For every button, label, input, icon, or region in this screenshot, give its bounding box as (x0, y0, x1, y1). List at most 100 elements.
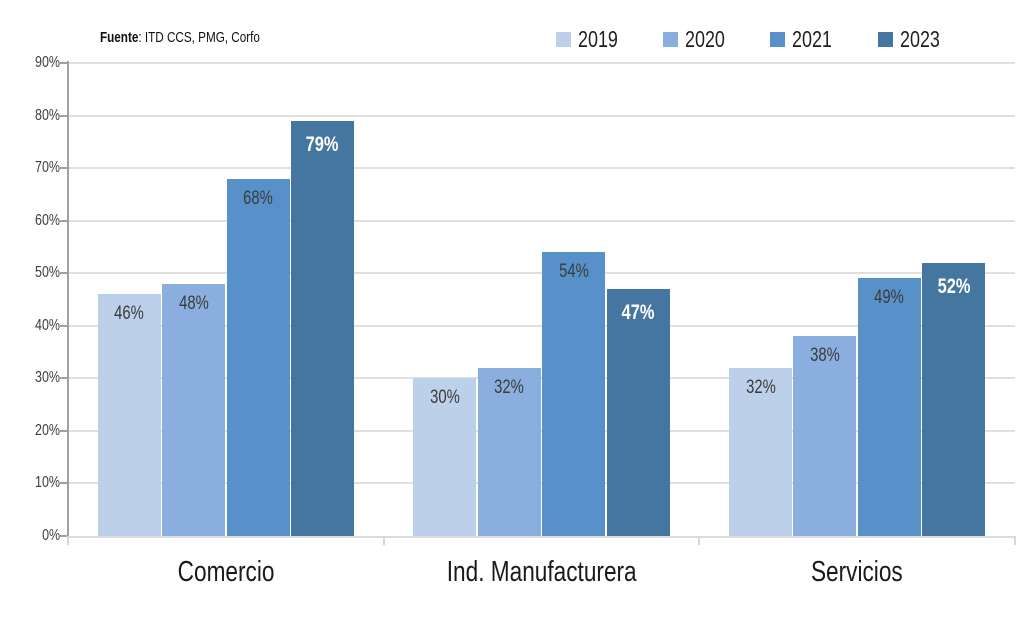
bar-value-2020-comercio: 48% (152, 292, 235, 314)
bar-value-text: 38% (810, 345, 840, 367)
bar-value-text: 68% (243, 187, 273, 209)
gridline-90 (68, 62, 1015, 64)
bar-value-2020-ind-manufacturera: 32% (468, 376, 551, 398)
y-tick-label-50: 50% (14, 264, 60, 282)
source-note-rest: : ITD CCS, PMG, Corfo (138, 29, 260, 46)
y-tick-label-text: 90% (35, 54, 60, 71)
x-axis-tick (67, 536, 69, 545)
y-tick-label-90: 90% (14, 54, 60, 72)
gridline-20 (68, 429, 1015, 432)
gridline-70 (68, 167, 1015, 170)
y-tick-label-30: 30% (14, 369, 60, 387)
source-note: Fuente: ITD CCS, PMG, Corfo (100, 29, 305, 46)
legend-item-2023: 2023 (877, 26, 951, 53)
source-note-label: Fuente (100, 29, 139, 46)
y-axis-tick (60, 272, 67, 275)
legend-label-text: 2020 (685, 26, 726, 52)
bar-2019-servicios (729, 367, 793, 536)
bar-2021-servicios (857, 278, 921, 536)
bar-value-2023-ind-manufacturera: 47% (597, 300, 680, 324)
y-axis-tick (60, 219, 67, 222)
legend-label-2021: 2021 (792, 26, 843, 53)
category-label-text: Servicios (811, 556, 904, 588)
bar-value-text: 52% (937, 274, 971, 298)
bar-2019-comercio (97, 294, 161, 536)
y-tick-label-text: 60% (35, 211, 60, 229)
category-label-ind-manufacturera: Ind. Manufacturera (402, 556, 682, 588)
bar-value-text: 79% (306, 132, 339, 156)
gridline-10 (68, 482, 1015, 485)
x-axis-tick (698, 536, 701, 545)
y-axis-tick (60, 429, 67, 432)
bar-2023-comercio (290, 120, 354, 536)
category-label-text: Comercio (177, 556, 275, 588)
gridline-80 (68, 114, 1015, 117)
category-label-text: Ind. Manufacturera (446, 556, 637, 588)
source-note-text: Fuente: ITD CCS, PMG, Corfo (100, 29, 260, 46)
y-tick-label-text: 70% (35, 159, 60, 177)
y-tick-label-text: 10% (35, 474, 60, 492)
y-tick-label-text: 40% (35, 316, 60, 334)
bar-value-2020-servicios: 38% (783, 346, 866, 366)
bar-value-text: 30% (430, 387, 460, 409)
legend-item-2021: 2021 (770, 26, 843, 53)
y-tick-label-10: 10% (14, 474, 60, 492)
y-tick-label-60: 60% (14, 212, 60, 230)
bar-value-2021-comercio: 68% (217, 187, 300, 209)
bar-2021-ind-manufacturera (542, 252, 606, 536)
bar-2020-servicios (793, 336, 857, 536)
y-axis-tick (60, 377, 67, 380)
bar-2020-comercio (162, 283, 226, 536)
legend-swatch-2020 (663, 32, 679, 47)
bar-2021-comercio (226, 178, 290, 536)
x-axis-tick (382, 536, 385, 545)
x-axis-line (68, 536, 1016, 538)
y-tick-label-20: 20% (14, 422, 60, 440)
bar-2023-servicios (922, 262, 986, 536)
y-tick-label-text: 30% (35, 369, 60, 387)
y-tick-label-text: 0% (41, 527, 60, 544)
legend-swatch-2023 (877, 32, 893, 47)
gridline-60 (68, 219, 1015, 222)
gridline-30 (68, 377, 1015, 380)
y-tick-label-text: 20% (35, 421, 60, 439)
bar-2019-ind-manufacturera (413, 378, 477, 536)
bar-value-text: 46% (114, 303, 145, 325)
bar-value-2021-servicios: 49% (848, 288, 931, 308)
y-tick-label-text: 50% (35, 264, 60, 282)
legend: 2019 2020 2021 2023 (556, 26, 951, 53)
legend-label-2023: 2023 (900, 26, 951, 53)
bar-value-text: 47% (621, 300, 655, 324)
legend-label-text: 2023 (899, 26, 940, 52)
y-tick-label-40: 40% (14, 317, 60, 335)
bar-value-2023-comercio: 79% (281, 132, 364, 156)
bar-2020-ind-manufacturera (477, 367, 541, 536)
bar-2023-ind-manufacturera (606, 288, 670, 536)
y-axis-line (67, 61, 69, 536)
legend-label-text: 2021 (792, 26, 833, 52)
y-axis-tick (60, 62, 67, 64)
bar-value-text: 48% (178, 292, 209, 314)
bar-value-2019-servicios: 32% (719, 376, 802, 398)
bar-value-text: 32% (494, 376, 525, 398)
legend-label-2019: 2019 (578, 26, 629, 53)
bar-value-text: 54% (558, 261, 589, 283)
y-tick-label-80: 80% (14, 107, 60, 125)
legend-item-2020: 2020 (663, 26, 736, 53)
y-axis-tick (60, 482, 67, 485)
bar-value-text: 32% (745, 376, 776, 398)
bar-value-text: 49% (874, 287, 905, 309)
y-axis-tick (60, 167, 67, 170)
y-tick-label-0: 0% (14, 527, 60, 545)
x-axis-tick (1014, 536, 1016, 545)
legend-item-2019: 2019 (556, 26, 629, 53)
legend-label-text: 2019 (578, 26, 618, 52)
bar-value-2021-ind-manufacturera: 54% (532, 262, 615, 282)
y-tick-label-text: 80% (35, 106, 60, 124)
legend-swatch-2021 (770, 32, 786, 47)
y-axis-tick (60, 324, 67, 327)
category-label-comercio: Comercio (86, 556, 366, 588)
legend-label-2020: 2020 (685, 26, 736, 53)
y-axis-tick (60, 535, 67, 537)
